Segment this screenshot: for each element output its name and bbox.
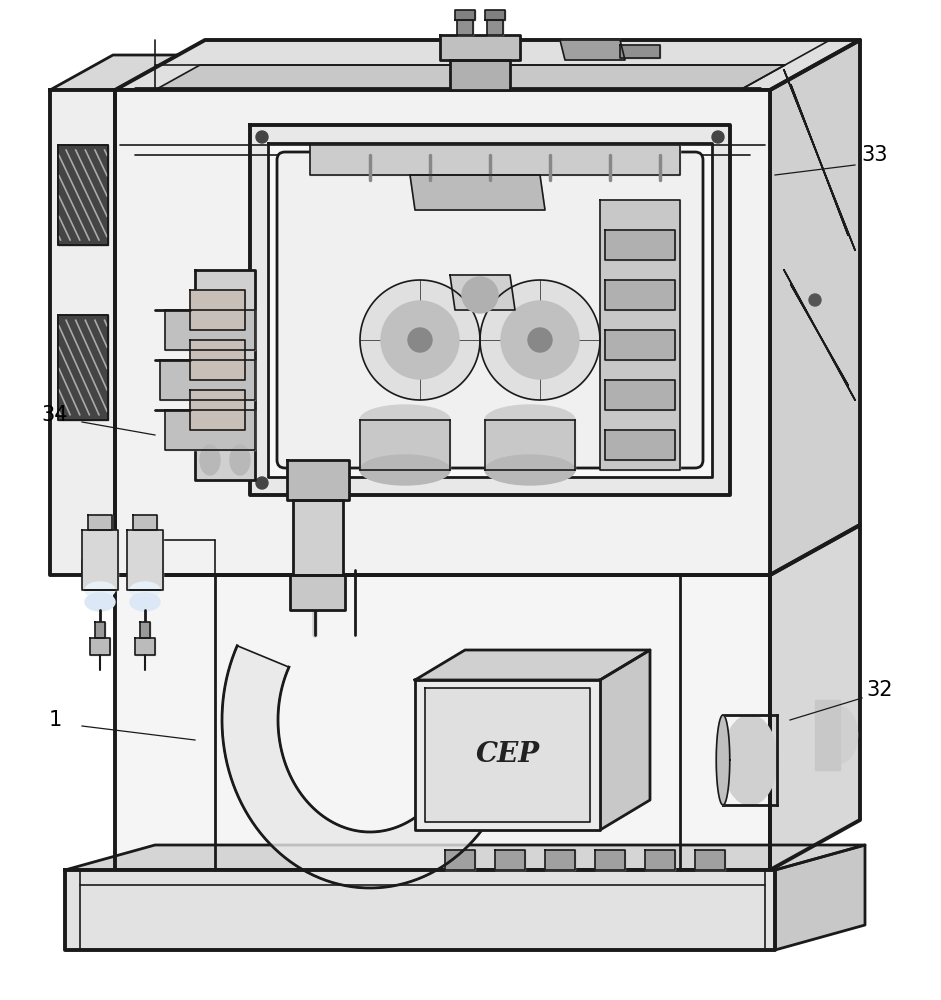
Polygon shape [50, 55, 178, 90]
Polygon shape [791, 285, 848, 385]
Polygon shape [127, 530, 163, 590]
Polygon shape [415, 650, 650, 680]
Text: 34: 34 [41, 405, 69, 425]
Circle shape [528, 328, 552, 352]
Ellipse shape [360, 455, 450, 485]
Polygon shape [545, 850, 575, 870]
Polygon shape [410, 175, 545, 210]
Text: 1: 1 [48, 710, 61, 730]
Ellipse shape [822, 707, 857, 763]
Polygon shape [415, 680, 600, 830]
Polygon shape [58, 315, 108, 420]
Polygon shape [485, 420, 575, 470]
Polygon shape [293, 500, 343, 575]
Ellipse shape [723, 715, 777, 805]
Polygon shape [90, 638, 110, 655]
Polygon shape [770, 40, 860, 575]
Ellipse shape [85, 593, 115, 611]
Polygon shape [605, 230, 675, 260]
Polygon shape [133, 515, 157, 530]
Circle shape [480, 280, 600, 400]
Polygon shape [450, 60, 510, 90]
Polygon shape [560, 40, 625, 60]
Polygon shape [95, 622, 105, 638]
Polygon shape [600, 200, 680, 470]
Polygon shape [50, 90, 115, 575]
Polygon shape [445, 850, 475, 870]
Polygon shape [425, 688, 590, 822]
Polygon shape [450, 275, 515, 310]
Circle shape [712, 131, 724, 143]
Text: CEP: CEP [475, 742, 539, 768]
Ellipse shape [485, 405, 575, 435]
Polygon shape [620, 45, 660, 58]
Polygon shape [457, 20, 473, 35]
Polygon shape [287, 460, 349, 500]
Polygon shape [605, 280, 675, 310]
Ellipse shape [85, 582, 115, 598]
Circle shape [360, 280, 480, 400]
Ellipse shape [485, 455, 575, 485]
Ellipse shape [200, 445, 220, 475]
Polygon shape [165, 410, 255, 450]
Ellipse shape [230, 445, 250, 475]
Polygon shape [65, 870, 775, 950]
Polygon shape [190, 390, 245, 430]
Polygon shape [160, 360, 255, 400]
Polygon shape [440, 35, 520, 60]
FancyBboxPatch shape [277, 152, 703, 468]
Polygon shape [487, 20, 503, 35]
Ellipse shape [130, 582, 160, 598]
Polygon shape [695, 850, 725, 870]
Polygon shape [135, 638, 155, 655]
Polygon shape [190, 290, 245, 330]
Circle shape [256, 477, 268, 489]
Ellipse shape [360, 405, 450, 435]
Polygon shape [605, 330, 675, 360]
Polygon shape [82, 530, 118, 590]
Polygon shape [115, 575, 770, 870]
Polygon shape [195, 270, 255, 480]
Polygon shape [360, 420, 450, 470]
Polygon shape [115, 40, 860, 90]
Polygon shape [165, 310, 255, 350]
Circle shape [381, 301, 459, 379]
Polygon shape [58, 145, 108, 245]
Polygon shape [784, 270, 855, 400]
Circle shape [256, 131, 268, 143]
Ellipse shape [716, 715, 730, 805]
Polygon shape [775, 845, 865, 950]
Polygon shape [140, 622, 150, 638]
Polygon shape [65, 845, 865, 870]
Polygon shape [155, 65, 785, 90]
Polygon shape [770, 525, 860, 870]
Polygon shape [290, 575, 345, 610]
Polygon shape [190, 340, 245, 380]
Polygon shape [310, 145, 680, 175]
Ellipse shape [130, 593, 160, 611]
Polygon shape [605, 380, 675, 410]
Polygon shape [645, 850, 675, 870]
Circle shape [809, 294, 821, 306]
Circle shape [408, 328, 432, 352]
Circle shape [501, 301, 579, 379]
Polygon shape [88, 515, 112, 530]
Polygon shape [268, 143, 712, 477]
Polygon shape [222, 646, 517, 888]
Polygon shape [815, 700, 840, 770]
Text: 33: 33 [862, 145, 888, 165]
Polygon shape [485, 10, 505, 20]
Polygon shape [595, 850, 625, 870]
Polygon shape [784, 70, 855, 250]
Polygon shape [250, 125, 730, 495]
Polygon shape [605, 430, 675, 460]
Polygon shape [600, 650, 650, 830]
Polygon shape [791, 85, 848, 235]
Polygon shape [495, 850, 525, 870]
Circle shape [462, 277, 498, 313]
Polygon shape [115, 90, 770, 575]
Text: 32: 32 [867, 680, 893, 700]
Polygon shape [455, 10, 475, 20]
